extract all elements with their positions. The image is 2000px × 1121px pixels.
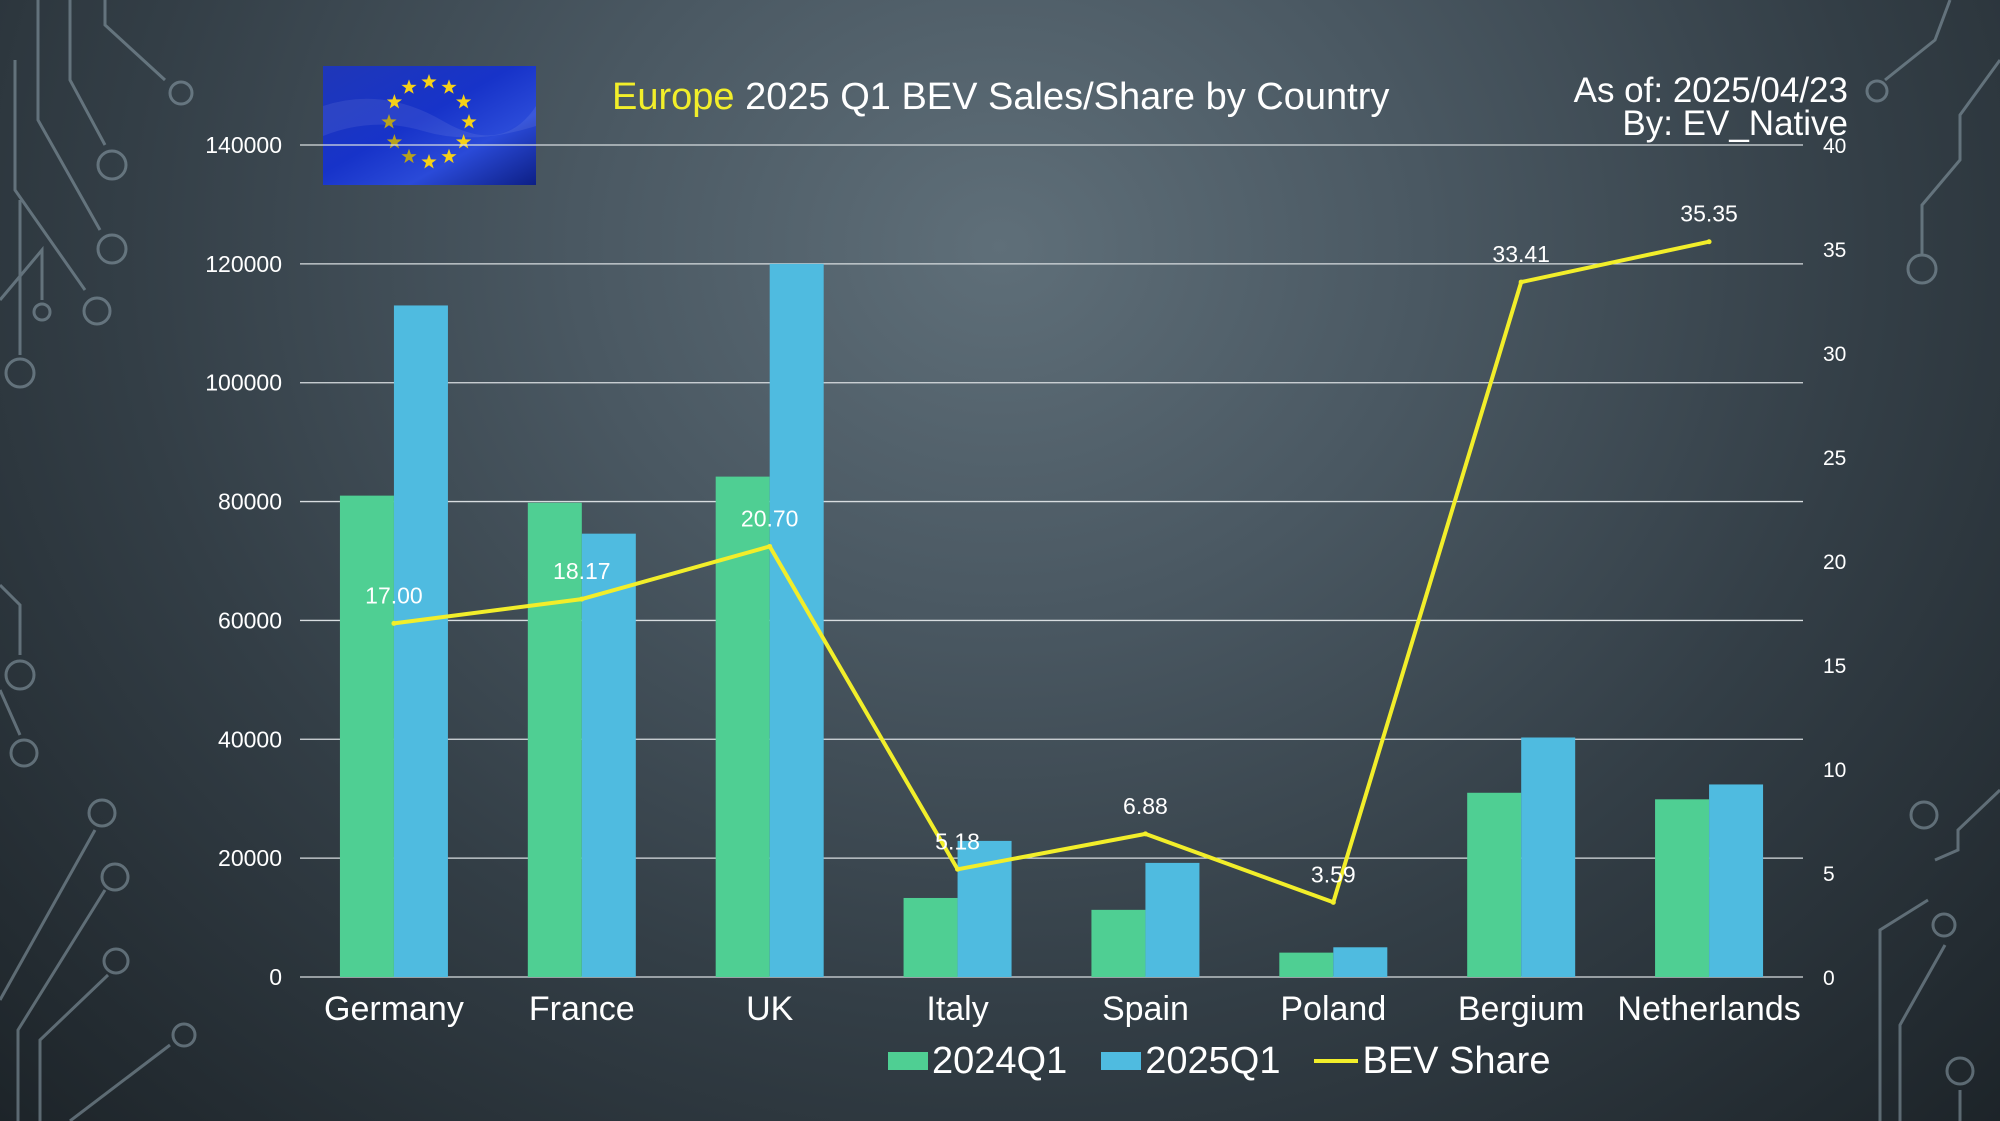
- bar-2024q1: [715, 476, 770, 977]
- chart-title: Europe 2025 Q1 BEV Sales/Share by Countr…: [612, 76, 1389, 119]
- y-left-tick-label: 60000: [218, 607, 282, 633]
- flag-star: [421, 154, 437, 169]
- y-left-tick-label: 100000: [205, 370, 282, 396]
- chart-legend: 2024Q1 2025Q1 BEV Share: [888, 1036, 1550, 1086]
- author-credit: By: EV_Native: [1622, 104, 1848, 143]
- y-right-tick-label: 10: [1823, 759, 1846, 782]
- flag-star: [456, 134, 472, 149]
- eu-flag-icon: [323, 66, 536, 185]
- bar-2025q1: [1333, 947, 1388, 977]
- x-tick-label: Netherlands: [1617, 990, 1800, 1028]
- as-of-block: As of: 2025/04/23 By: EV_Native: [1573, 71, 1848, 143]
- bar-2025q1: [1145, 862, 1200, 977]
- bar-2024q1: [1091, 909, 1146, 977]
- y-left-tick-label: 120000: [205, 251, 282, 277]
- y-right-tick-label: 5: [1823, 863, 1835, 886]
- legend-label-2025: 2025Q1: [1145, 1039, 1281, 1082]
- legend-label-share: BEV Share: [1362, 1039, 1551, 1082]
- title-rest: 2025 Q1 BEV Sales/Share by Country: [734, 76, 1390, 118]
- bar-2024q1: [1279, 952, 1334, 977]
- flag-star: [421, 74, 437, 89]
- bev-share-point: [767, 543, 773, 549]
- y-right-tick-label: 15: [1823, 655, 1846, 678]
- flag-star: [401, 79, 417, 94]
- bev-share-data-label: 33.41: [1492, 241, 1550, 267]
- bar-2024q1: [903, 897, 958, 977]
- y-left-tick-label: 40000: [218, 726, 282, 752]
- x-tick-label: Bergium: [1458, 990, 1585, 1028]
- bev-share-data-label: 17.00: [365, 582, 423, 608]
- x-tick-label: France: [529, 990, 635, 1028]
- flag-star: [461, 114, 477, 129]
- legend-item-2025: 2025Q1: [1101, 1040, 1280, 1083]
- bev-share-point: [1142, 831, 1148, 837]
- legend-swatch-2024: [888, 1052, 928, 1070]
- x-tick-label: Italy: [926, 990, 988, 1028]
- legend-swatch-share: [1314, 1059, 1359, 1063]
- title-highlight: Europe: [612, 76, 735, 118]
- flag-star: [401, 148, 417, 164]
- y-left-tick-label: 80000: [218, 489, 282, 515]
- bar-2025q1: [393, 305, 448, 977]
- bar-2024q1: [527, 502, 582, 977]
- y-right-tick-label: 30: [1823, 343, 1846, 366]
- y-left-tick-label: 0: [269, 964, 282, 990]
- bev-share-point: [955, 866, 961, 872]
- flag-star: [381, 114, 397, 129]
- flag-star: [456, 94, 472, 109]
- bev-share-point: [1706, 239, 1712, 245]
- y-right-tick-label: 35: [1823, 239, 1846, 262]
- y-left-tick-label: 140000: [205, 132, 282, 158]
- bev-share-data-label: 6.88: [1123, 793, 1168, 819]
- bev-share-point: [579, 596, 585, 602]
- bar-2025q1: [769, 263, 824, 977]
- y-left-tick-label: 20000: [218, 845, 282, 871]
- y-right-tick-label: 0: [1823, 967, 1835, 990]
- bar-2025q1: [1709, 784, 1764, 977]
- x-tick-label: Germany: [324, 990, 464, 1028]
- bev-share-data-label: 3.59: [1311, 861, 1356, 887]
- bar-2024q1: [339, 495, 394, 977]
- bar-2024q1: [1655, 799, 1710, 977]
- y-right-tick-label: 40: [1823, 135, 1846, 158]
- flag-star: [441, 148, 457, 164]
- bar-2025q1: [1521, 737, 1576, 977]
- y-right-tick-label: 25: [1823, 447, 1846, 470]
- bev-share-data-label: 20.70: [741, 505, 799, 531]
- x-tick-label: Spain: [1102, 990, 1189, 1028]
- legend-item-2024: 2024Q1: [888, 1040, 1067, 1083]
- bev-share-line: [393, 239, 1710, 905]
- bar-2025q1: [581, 533, 636, 977]
- as-of-date: As of: 2025/04/23: [1573, 71, 1848, 110]
- bev-share-point: [391, 620, 397, 626]
- bev-share-data-label: 18.17: [553, 558, 611, 584]
- legend-swatch-2025: [1101, 1052, 1142, 1070]
- bev-share-data-label: 5.18: [935, 828, 980, 854]
- y-right-tick-label: 20: [1823, 551, 1846, 574]
- flag-star: [441, 79, 457, 94]
- flag-star: [386, 94, 402, 109]
- flag-star: [386, 134, 402, 149]
- legend-item-share: BEV Share: [1314, 1040, 1550, 1083]
- bar-2024q1: [1467, 792, 1522, 977]
- bev-share-point: [1330, 899, 1336, 905]
- bev-share-data-label: 35.35: [1680, 201, 1738, 227]
- x-tick-label: Poland: [1280, 990, 1386, 1028]
- legend-label-2024: 2024Q1: [932, 1039, 1068, 1082]
- x-tick-label: UK: [746, 990, 794, 1028]
- bev-share-point: [1518, 279, 1524, 285]
